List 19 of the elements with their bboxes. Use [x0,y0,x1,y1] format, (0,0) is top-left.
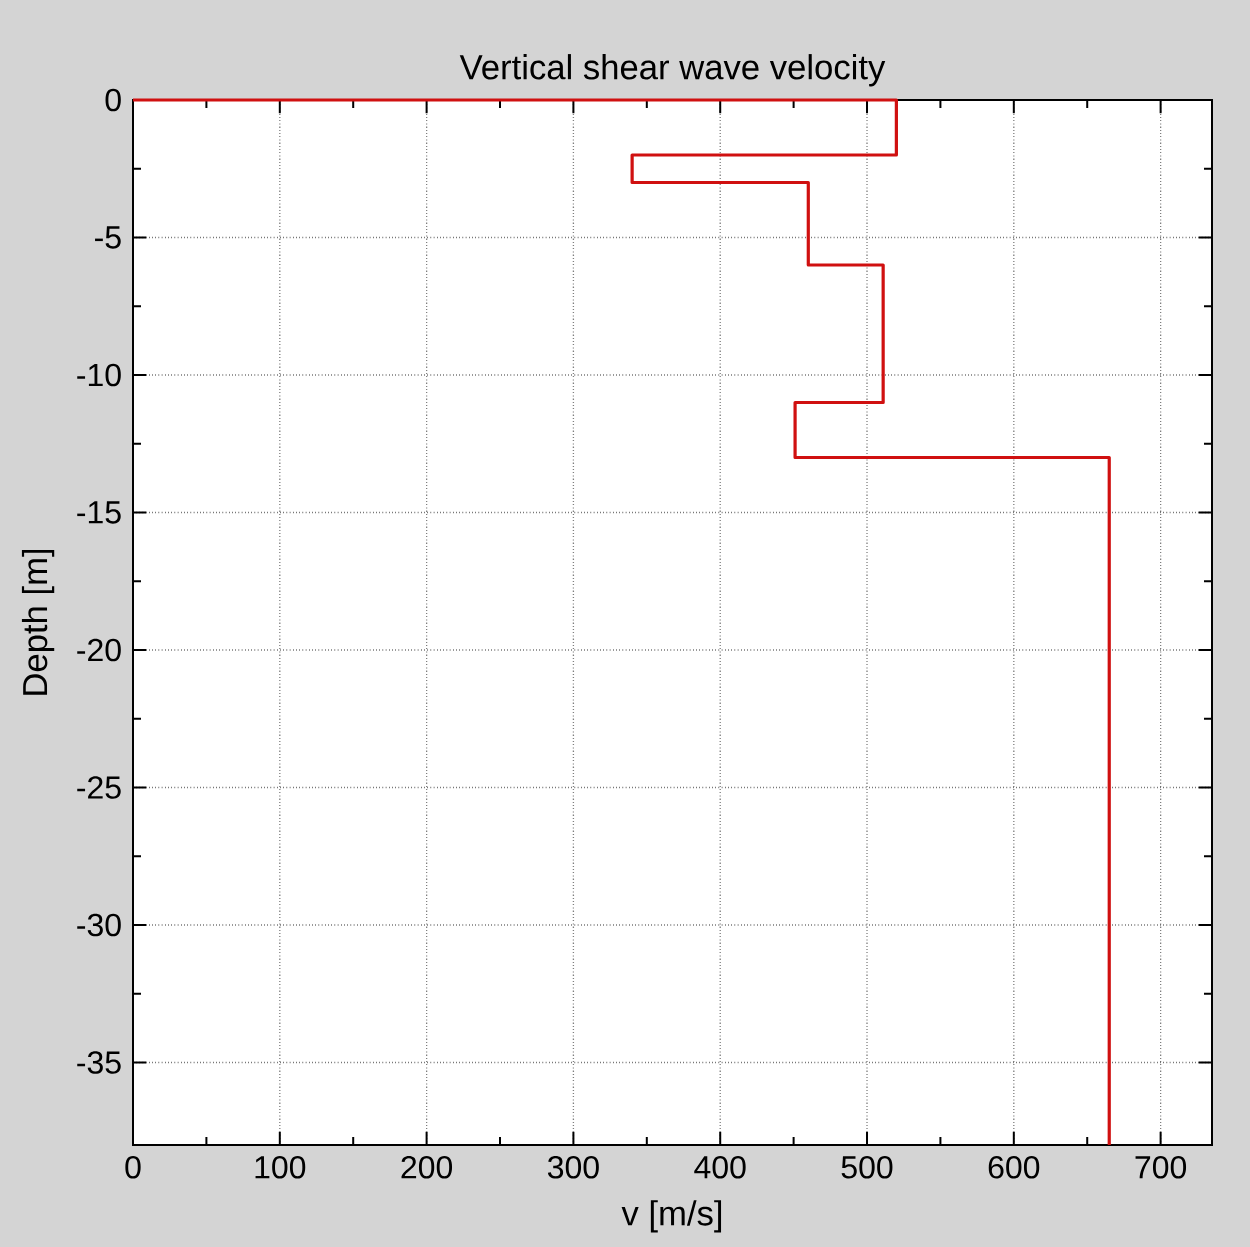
x-axis-title: v [m/s] [621,1200,722,1233]
y-tick-label: 0 [105,88,121,112]
y-tick-label: -20 [77,638,121,662]
y-axis-title: Depth [m] [21,549,55,695]
chart-title: Vertical shear wave velocity [459,54,886,87]
y-tick-label: -25 [77,776,121,799]
x-tick-label: 600 [988,1155,1040,1179]
x-tick-label: 200 [401,1155,453,1179]
x-tick-label: 100 [255,1155,306,1179]
y-tick-label: -30 [77,913,121,937]
y-tick-label: -5 [95,226,121,249]
y-tick-label: -15 [77,501,121,524]
x-tick-label: 400 [694,1155,746,1179]
x-tick-label: 700 [1135,1155,1187,1179]
y-tick-label: -10 [77,363,121,387]
x-tick-label: 300 [547,1155,599,1179]
y-tick-label: -35 [77,1051,121,1074]
x-tick-label: 0 [125,1155,141,1179]
x-tick-label: 500 [841,1155,893,1179]
